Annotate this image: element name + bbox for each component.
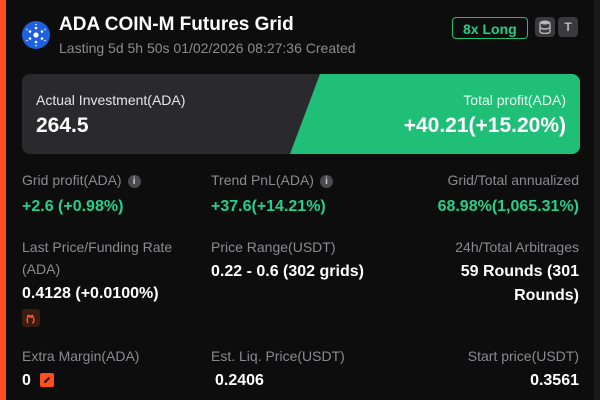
leverage-badge[interactable]: 8x Long bbox=[452, 17, 528, 39]
edit-pencil-icon[interactable] bbox=[40, 373, 54, 387]
start-price-label: Start price(USDT) bbox=[467, 348, 579, 364]
trend-pnl-label: Trend PnL(ADA) bbox=[211, 172, 314, 188]
arbitrages-value: 59 Rounds (301 bbox=[460, 263, 579, 280]
investment-value: 264.5 bbox=[36, 114, 89, 137]
ada-coin-icon bbox=[22, 21, 50, 49]
bot-title: ADA COIN-M Futures Grid bbox=[59, 14, 294, 35]
grid-profit-value: +2.6 (+0.98%) bbox=[22, 198, 124, 215]
info-icon[interactable]: i bbox=[127, 175, 141, 188]
bot-subtitle: Lasting 5d 5h 50s 01/02/2026 08:27:36 Cr… bbox=[59, 40, 356, 56]
accent-bar bbox=[0, 0, 6, 400]
grid-profit-label: Grid profit(ADA) bbox=[22, 172, 122, 188]
arbitrages-value-cont: Rounds) bbox=[514, 287, 579, 304]
last-price-value: 0.4128 (+0.0100%) bbox=[22, 285, 159, 302]
t-icon[interactable]: T bbox=[558, 17, 578, 37]
price-range-value: 0.22 - 0.6 (302 grids) bbox=[211, 263, 364, 280]
scroll-edge bbox=[594, 0, 600, 400]
liq-price-label: Est. Liq. Price(USDT) bbox=[211, 348, 345, 364]
annualized-value: 68.98%(1,065.31%) bbox=[437, 198, 579, 215]
liq-price-value: 0.2406 bbox=[215, 372, 264, 389]
last-price-label-unit: (ADA) bbox=[22, 261, 61, 277]
trend-pnl-value: +37.6(+14.21%) bbox=[211, 198, 326, 215]
arbitrages-label: 24h/Total Arbitrages bbox=[455, 239, 579, 255]
total-profit-value: +40.21(+15.20%) bbox=[403, 114, 566, 137]
last-price-label: Last Price/Funding Rate bbox=[22, 239, 173, 255]
card-header: ADA COIN-M Futures Grid Lasting 5d 5h 50… bbox=[22, 14, 582, 64]
profit-panel: Total profit(ADA) +40.21(+15.20%) bbox=[290, 74, 580, 154]
database-icon[interactable] bbox=[535, 17, 555, 37]
price-range-label: Price Range(USDT) bbox=[211, 239, 336, 255]
extra-margin-label: Extra Margin(ADA) bbox=[22, 348, 140, 364]
investment-panel: Actual Investment(ADA) 264.5 bbox=[22, 74, 332, 154]
flame-icon[interactable] bbox=[22, 309, 40, 327]
info-icon[interactable]: i bbox=[319, 175, 333, 188]
extra-margin-value: 0 bbox=[22, 372, 31, 389]
grid-profit-label-row: Grid profit(ADA) i bbox=[22, 172, 141, 188]
trend-pnl-label-row: Trend PnL(ADA) i bbox=[211, 172, 333, 188]
start-price-value: 0.3561 bbox=[530, 372, 579, 389]
annualized-label: Grid/Total annualized bbox=[447, 172, 579, 188]
investment-label: Actual Investment(ADA) bbox=[36, 92, 186, 108]
total-profit-label: Total profit(ADA) bbox=[463, 92, 566, 108]
